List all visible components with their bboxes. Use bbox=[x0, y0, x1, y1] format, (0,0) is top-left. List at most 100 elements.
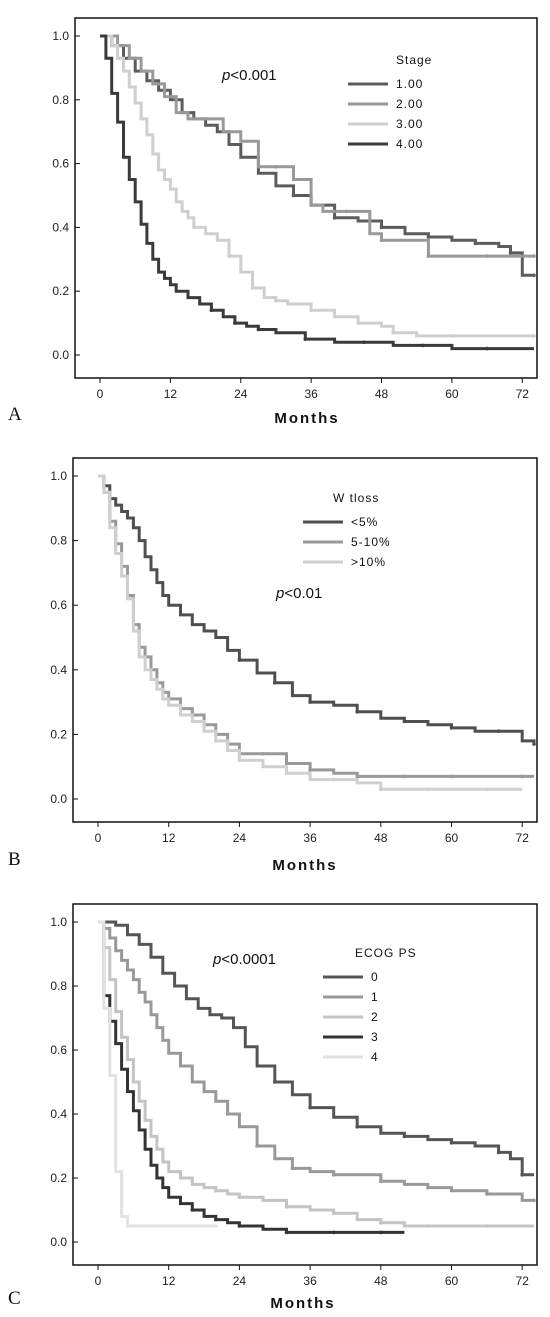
censor-mark bbox=[379, 225, 384, 230]
censor-mark bbox=[426, 1185, 430, 1190]
legend-label: <5% bbox=[351, 515, 378, 529]
censor-mark bbox=[237, 1195, 242, 1199]
legend-label: 5-10% bbox=[351, 535, 391, 549]
x-tick-label: 36 bbox=[303, 1274, 317, 1288]
censor-mark bbox=[449, 1141, 454, 1145]
censor-mark bbox=[532, 273, 536, 278]
censor-mark bbox=[379, 1221, 383, 1225]
x-tick-label: 72 bbox=[516, 831, 530, 845]
censor-mark bbox=[209, 308, 214, 313]
series-line-3 bbox=[100, 34, 534, 338]
censor-mark bbox=[273, 1080, 277, 1084]
y-tick-label: 0.6 bbox=[50, 1043, 67, 1057]
censor-mark bbox=[256, 327, 261, 332]
censor-mark bbox=[426, 235, 431, 239]
legend-label: 4 bbox=[371, 1050, 379, 1064]
censor-mark bbox=[331, 777, 336, 782]
censor-mark bbox=[250, 286, 255, 290]
x-tick-label: 48 bbox=[374, 1274, 388, 1288]
plot-frame bbox=[72, 457, 538, 823]
censor-mark bbox=[214, 1217, 218, 1222]
censor-mark bbox=[532, 334, 536, 338]
y-tick-label: 0.4 bbox=[52, 220, 69, 234]
p-value: p<0.01 bbox=[275, 585, 322, 602]
censor-mark bbox=[225, 1112, 230, 1116]
y-tick-label: 0.2 bbox=[52, 284, 69, 298]
legend-label: 2 bbox=[371, 1010, 379, 1024]
censor-mark bbox=[426, 254, 431, 258]
censor-mark bbox=[426, 1224, 430, 1228]
censor-mark bbox=[402, 774, 407, 779]
censor-mark bbox=[450, 334, 454, 338]
legend-label: 4.00 bbox=[396, 137, 423, 151]
censor-mark bbox=[379, 1179, 383, 1183]
series-line-1 bbox=[98, 474, 536, 745]
censor-mark bbox=[331, 1230, 336, 1235]
x-tick-label: 48 bbox=[375, 387, 389, 401]
p-value: p<0.001 bbox=[221, 67, 277, 84]
legend-label: 3 bbox=[371, 1030, 379, 1044]
y-tick-label: 0.0 bbox=[50, 1235, 67, 1249]
censor-mark bbox=[355, 774, 360, 779]
series-line-1 bbox=[100, 34, 534, 277]
censor-mark bbox=[308, 700, 312, 704]
censor-mark bbox=[473, 241, 478, 246]
x-tick-label: 36 bbox=[304, 387, 318, 401]
censor-mark bbox=[356, 321, 360, 325]
x-axis-label: Months bbox=[272, 857, 337, 874]
series-line-2 bbox=[100, 34, 534, 258]
legend: ECOG PS 0 1 2 3 4 bbox=[323, 946, 416, 1064]
censor-mark bbox=[237, 758, 242, 762]
x-tick-label: 24 bbox=[233, 1274, 247, 1288]
censor-mark bbox=[227, 254, 231, 258]
x-tick-label: 12 bbox=[162, 1274, 176, 1288]
plot-frame bbox=[72, 903, 538, 1266]
censor-mark bbox=[166, 1224, 171, 1228]
censor-mark bbox=[379, 787, 383, 792]
censor-mark bbox=[308, 768, 312, 772]
y-tick-label: 0.0 bbox=[50, 792, 67, 806]
legend-label: 1 bbox=[371, 990, 379, 1004]
y-tick-label: 0.4 bbox=[50, 663, 67, 677]
x-tick-label: 12 bbox=[162, 831, 176, 845]
censor-mark bbox=[520, 1173, 524, 1177]
x-tick-label: 72 bbox=[516, 387, 530, 401]
censor-mark bbox=[532, 1198, 536, 1203]
y-tick-label: 0.2 bbox=[50, 727, 67, 741]
x-tick-label: 72 bbox=[516, 1274, 530, 1288]
censor-mark bbox=[190, 1208, 195, 1212]
y-tick-label: 1.0 bbox=[52, 29, 69, 43]
censor-mark bbox=[214, 739, 218, 743]
legend-label: >10% bbox=[351, 555, 386, 569]
series-line-1 bbox=[98, 920, 534, 1177]
censor-mark bbox=[379, 1230, 383, 1235]
panel-A: 0.00.20.40.60.81.00 12 24 36 48 60 72MonthsAp<… bbox=[8, 17, 538, 427]
x-tick-label: 0 bbox=[95, 1274, 102, 1288]
legend-label: 1.00 bbox=[396, 77, 423, 91]
censor-mark bbox=[290, 1166, 295, 1171]
y-tick-label: 0.8 bbox=[50, 534, 67, 548]
censor-mark bbox=[532, 742, 536, 746]
x-tick-label: 0 bbox=[95, 831, 102, 845]
censor-mark bbox=[284, 1205, 289, 1209]
censor-mark bbox=[214, 1189, 218, 1193]
censor-mark bbox=[391, 330, 396, 335]
y-tick-label: 0.8 bbox=[52, 93, 69, 107]
censor-mark bbox=[355, 1125, 360, 1129]
x-axis-label: Months bbox=[274, 410, 339, 427]
legend-label: 0 bbox=[371, 970, 379, 984]
panel-letter: B bbox=[8, 849, 21, 870]
censor-mark bbox=[303, 337, 308, 341]
censor-mark bbox=[233, 321, 237, 325]
censor-mark bbox=[355, 710, 360, 714]
censor-mark bbox=[485, 1224, 489, 1228]
censor-mark bbox=[508, 251, 513, 255]
censor-mark bbox=[309, 308, 313, 313]
x-tick-label: 60 bbox=[445, 831, 459, 845]
series-line-3 bbox=[98, 920, 534, 1228]
censor-mark bbox=[532, 254, 536, 258]
censor-mark bbox=[274, 165, 278, 169]
censor-mark bbox=[402, 1134, 407, 1139]
censor-mark bbox=[255, 1144, 259, 1148]
